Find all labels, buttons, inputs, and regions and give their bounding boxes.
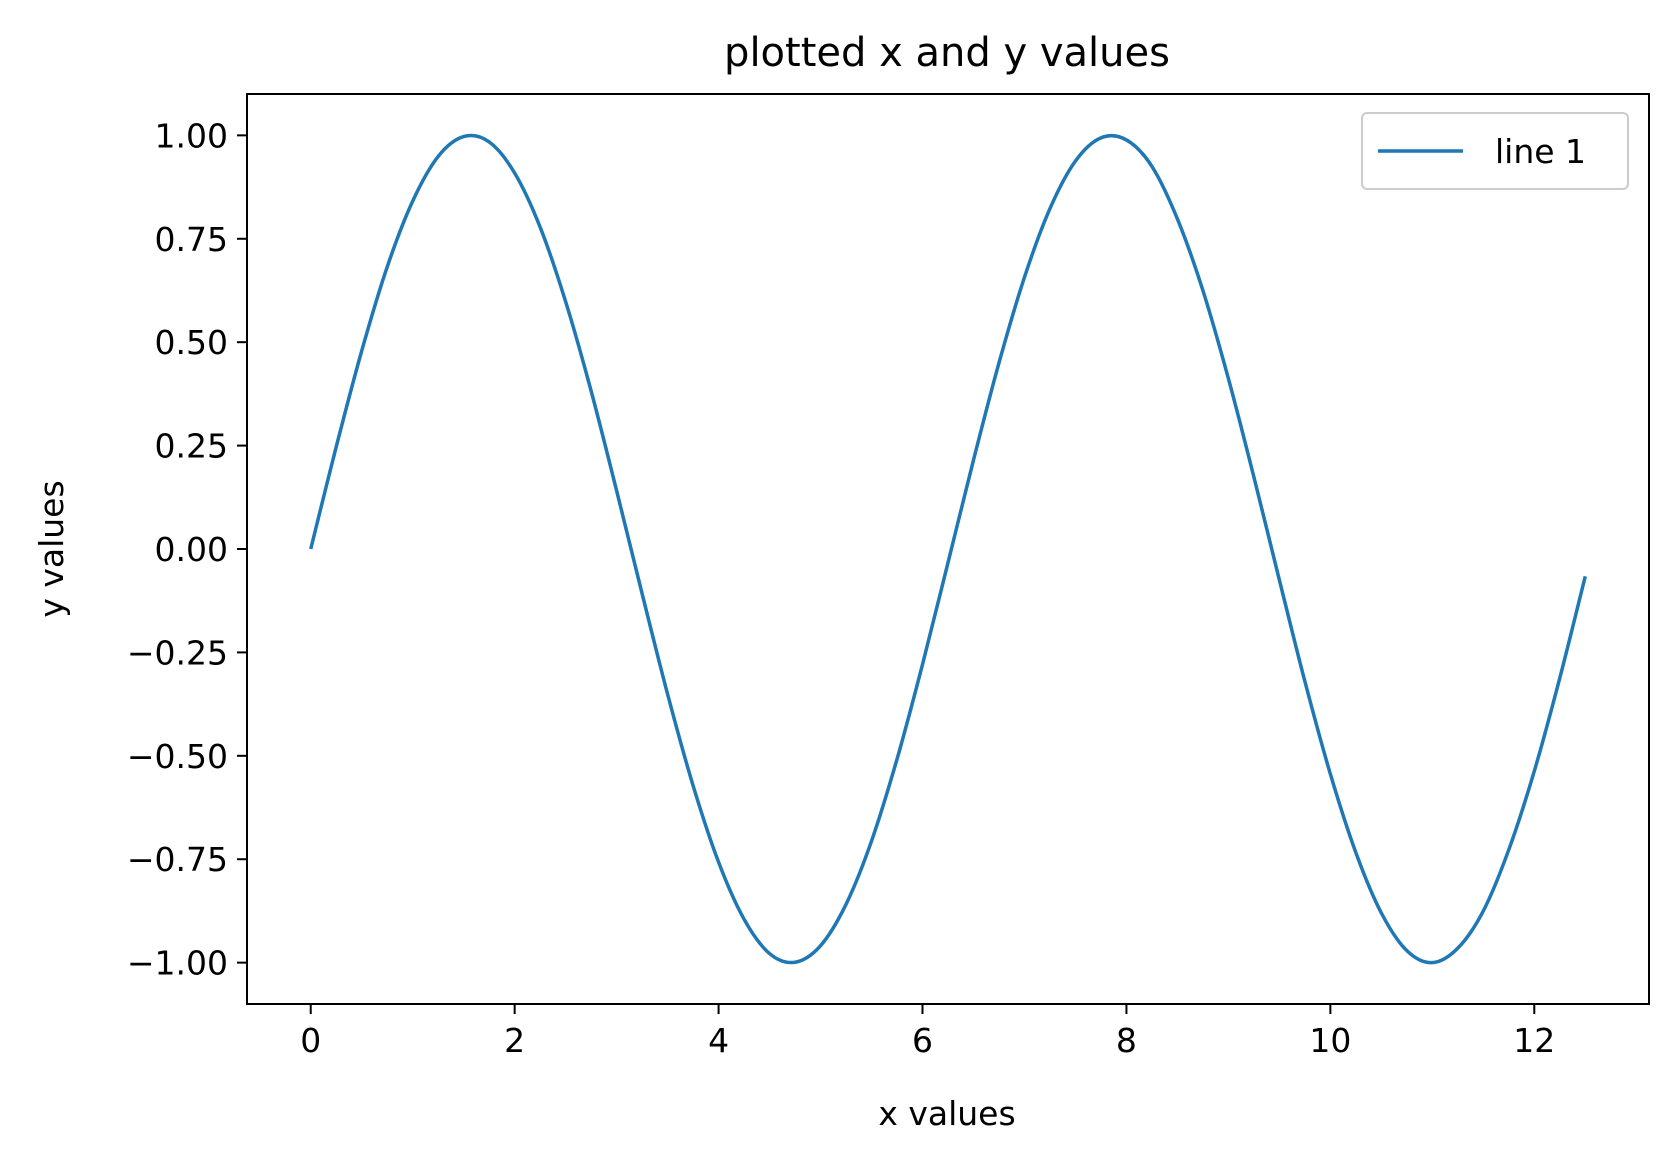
y-tick-label: −0.25 — [127, 633, 228, 672]
y-tick-label: 0.25 — [155, 427, 228, 466]
x-tick-label: 6 — [912, 1021, 933, 1060]
y-axis: 1.00 0.75 0.50 0.25 0.00 −0.25 −0.50 −0.75 −1.00 — [127, 116, 247, 983]
y-axis-label: y values — [32, 480, 71, 617]
plot-area — [246, 93, 1650, 1005]
x-tick-label: 0 — [300, 1021, 321, 1060]
series-line-1 — [309, 133, 1587, 965]
legend-label: line 1 — [1495, 132, 1586, 171]
y-tick-label: −0.75 — [127, 840, 228, 879]
x-tick-label: 12 — [1513, 1021, 1555, 1060]
chart-title: plotted x and y values — [724, 30, 1170, 76]
plot-background — [247, 94, 1649, 1004]
x-axis: 0 2 4 6 8 10 12 — [300, 1004, 1555, 1060]
y-tick-label: 0.00 — [155, 530, 228, 569]
x-tick-label: 8 — [1116, 1021, 1137, 1060]
series-layer — [309, 133, 1587, 965]
x-axis-label: x values — [878, 1094, 1015, 1133]
y-tick-label: 0.75 — [155, 220, 228, 259]
legend-box — [1361, 112, 1629, 190]
y-tick-label: 1.00 — [155, 116, 228, 155]
y-tick-label: −1.00 — [127, 944, 228, 983]
x-tick-label: 4 — [708, 1021, 729, 1060]
y-tick-label: −0.50 — [127, 737, 228, 776]
x-tick-label: 10 — [1309, 1021, 1351, 1060]
y-tick-label: 0.50 — [155, 323, 228, 362]
x-tick-label: 2 — [504, 1021, 525, 1060]
legend: line 1 — [1361, 112, 1629, 190]
